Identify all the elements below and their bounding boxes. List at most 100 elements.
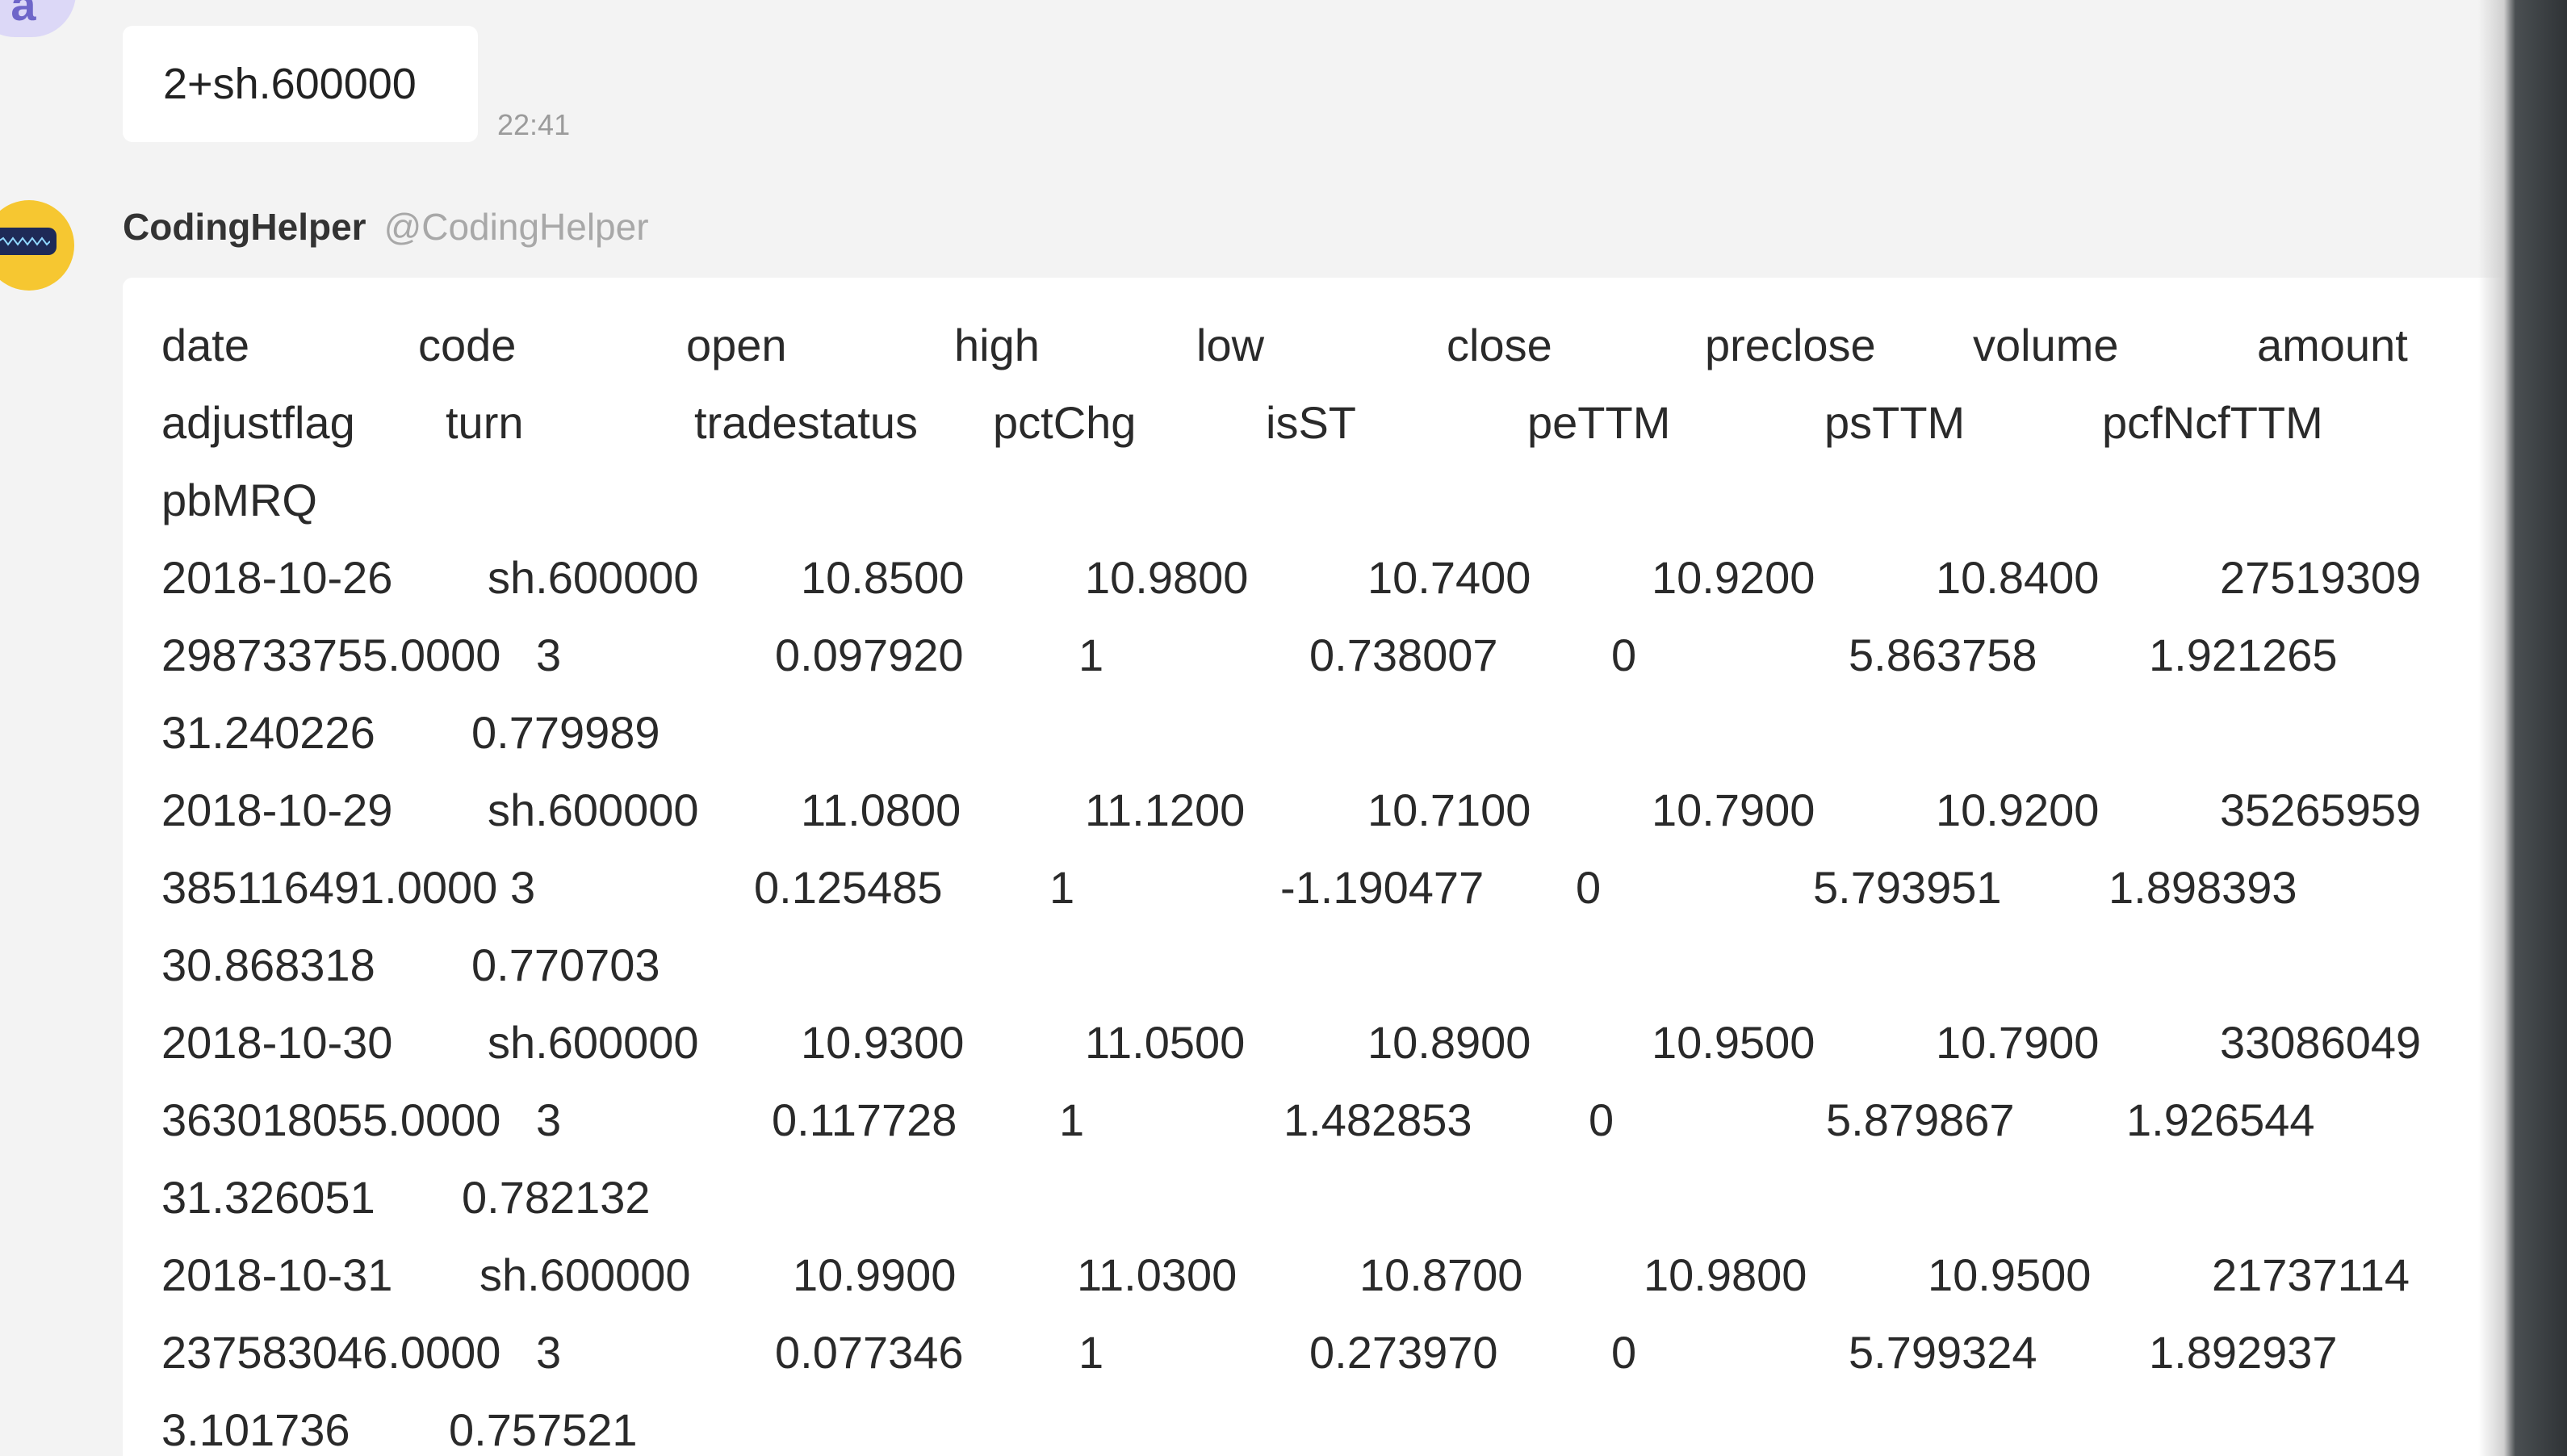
data-output-cell: 10.9800 [1644,1249,1807,1300]
data-output-cell: 21737114 [2212,1249,2410,1300]
data-output-cell: 35265959 [2220,784,2422,835]
data-output-cell: 10.7900 [1936,1017,2100,1068]
data-output-cell: code [418,320,517,370]
user-avatar[interactable]: a [0,0,76,37]
data-output-cell: 10.9200 [1652,552,1815,603]
robot-visor-icon [0,228,57,255]
data-output-cell: sh.600000 [488,1017,699,1068]
data-output-cell: 5.799324 [1849,1327,2037,1378]
data-output-cell: 30.868318 [161,939,375,990]
data-output-cell: 11.0500 [1085,1017,1246,1068]
data-output-cell: adjustflag [161,397,355,448]
data-output-cell: 1.921265 [2149,630,2338,680]
data-output-cell: -1.190477 [1280,862,1485,913]
data-output-cell: 0.738007 [1309,630,1498,680]
data-output-cell: 1.482853 [1284,1094,1472,1145]
data-output-cell: 1 [1049,862,1075,913]
data-output-cell: 0.077346 [775,1327,964,1378]
data-output-cell: 1.892937 [2149,1327,2338,1378]
data-output-cell: peTTM [1527,397,1671,448]
data-output-cell: 27519309 [2220,552,2422,603]
data-output-cell: 3 [536,630,562,680]
data-output-cell: 10.8500 [801,552,965,603]
data-output-cell: 298733755.0000 [161,630,501,680]
data-output-cell: tradestatus [694,397,919,448]
data-output-cell: open [686,320,787,370]
data-output-cell: 10.7900 [1652,784,1815,835]
data-output-cell: 0.097920 [775,630,964,680]
user-message-bubble: 2+sh.600000 [123,26,478,142]
data-output-cell: 10.8900 [1367,1017,1531,1068]
data-output-cell: 2018-10-30 [161,1017,393,1068]
data-output-cell: date [161,320,249,370]
data-output-cell: 10.7400 [1367,552,1531,603]
data-output-cell: preclose [1705,320,1876,370]
data-output-cell: 0 [1611,1327,1637,1378]
data-output-cell: sh.600000 [488,552,699,603]
data-output-cell: 1 [1078,1327,1104,1378]
data-output-cell: 11.1200 [1085,784,1246,835]
data-output-cell: 1 [1059,1094,1085,1145]
data-output-cell: 3 [536,1327,562,1378]
data-output-cell: 0.770703 [471,939,660,990]
user-message-text: 2+sh.600000 [163,60,417,108]
data-output-cell: 0 [1611,630,1637,680]
data-output-cell: 0.779989 [471,707,660,758]
data-output-cell: volume [1973,320,2119,370]
data-output-cell: 0 [1589,1094,1614,1145]
data-output-cell: 3 [510,862,536,913]
data-output-cell: 0.273970 [1309,1327,1498,1378]
data-output-cell: 11.0300 [1077,1249,1237,1300]
data-output-cell: isST [1266,397,1356,448]
data-output-cell: pcfNcfTTM [2102,397,2323,448]
window-edge [2478,0,2567,1456]
data-output-cell: sh.600000 [479,1249,691,1300]
data-output-cell: 10.7100 [1367,784,1531,835]
wave-icon [0,236,50,246]
data-output-cell: 31.326051 [161,1172,375,1223]
user-avatar-letter: a [10,0,36,30]
data-output-cell: 31.240226 [161,707,375,758]
data-output-cell: 10.9200 [1936,784,2100,835]
data-output-cell: 0.117728 [772,1094,957,1145]
data-output-cell: close [1447,320,1552,370]
data-output-cell: 0.757521 [449,1404,638,1455]
data-output-cell: 363018055.0000 [161,1094,501,1145]
message-timestamp: 22:41 [497,108,571,141]
data-output-cell: turn [446,397,524,448]
data-output-cell: 5.863758 [1849,630,2037,680]
data-output-cell: 10.9500 [1652,1017,1815,1068]
data-output-cell: 385116491.0000 [161,862,498,913]
data-output-cell: 5.793951 [1813,862,2002,913]
data-output-cell: amount [2257,320,2408,370]
data-output-cell: 5.879867 [1826,1094,2015,1145]
data-output-cell: 3.101736 [161,1404,350,1455]
data-output-cell: 1.898393 [2108,862,2297,913]
bot-name[interactable]: CodingHelper [123,206,366,248]
data-output-cell: 237583046.0000 [161,1327,501,1378]
data-output-cell: 10.9900 [793,1249,957,1300]
data-output-cell: 3 [536,1094,562,1145]
data-output-cell: 10.8400 [1936,552,2100,603]
data-output-cell: sh.600000 [488,784,699,835]
bot-avatar[interactable] [0,200,74,291]
data-output-cell: pbMRQ [161,475,317,525]
data-output-cell: 2018-10-31 [161,1249,393,1300]
bot-handle: @CodingHelper [383,206,649,248]
data-output-cell: psTTM [1824,397,1966,448]
data-output-cell: 33086049 [2220,1017,2422,1068]
data-output-cell: 10.9800 [1085,552,1249,603]
data-output-cell: high [954,320,1040,370]
data-output-cell: low [1196,320,1265,370]
data-output-cell: 10.8700 [1359,1249,1523,1300]
data-output-cell: pctChg [993,397,1137,448]
data-output-cell: 2018-10-29 [161,784,393,835]
data-output-cell: 1 [1078,630,1104,680]
data-output-cell: 0 [1576,862,1602,913]
bot-message-bubble: date code open high low close preclose volume am… [123,278,2544,1456]
data-output-cell: 11.0800 [801,784,961,835]
data-output-cell: 0.125485 [754,862,943,913]
data-output-cell: 2018-10-26 [161,552,393,603]
data-output-cell: 10.9500 [1928,1249,2092,1300]
